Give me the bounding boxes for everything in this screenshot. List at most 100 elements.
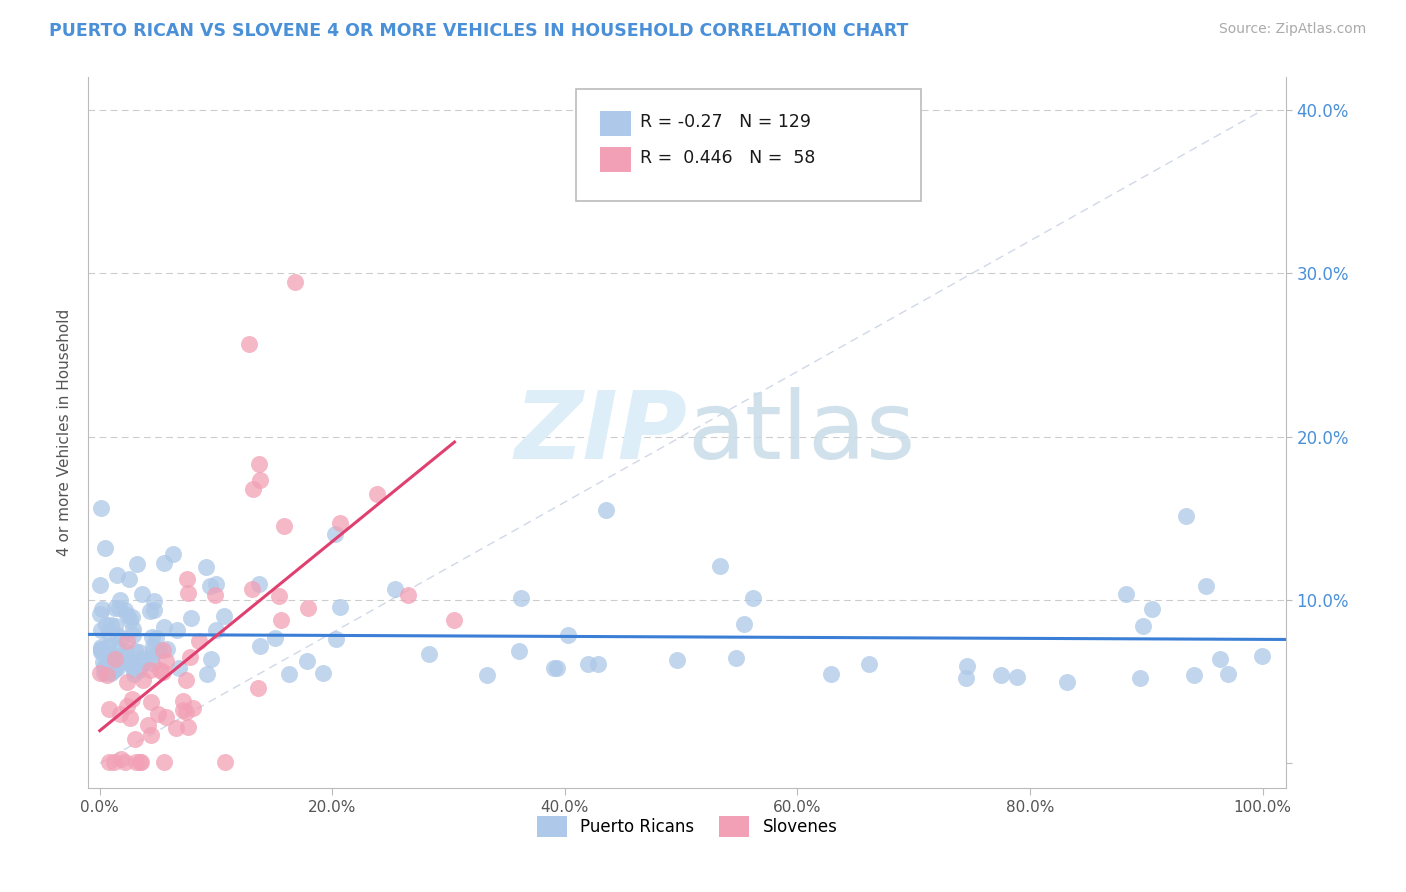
Point <box>955 671 977 685</box>
Point <box>96 658 118 673</box>
Point <box>108 593 131 607</box>
Point <box>103 653 125 667</box>
Point <box>141 651 163 665</box>
Text: R = -0.27   N = 129: R = -0.27 N = 129 <box>640 113 811 131</box>
Point <box>247 681 270 695</box>
Point <box>96 667 118 681</box>
Point <box>118 656 141 670</box>
Point <box>104 651 127 665</box>
Point <box>162 547 184 561</box>
Point <box>418 648 440 662</box>
Point <box>176 720 198 734</box>
Point <box>131 657 153 672</box>
Point <box>139 728 162 742</box>
Point <box>329 599 352 614</box>
Point <box>100 618 122 632</box>
Point <box>91 655 114 669</box>
Point <box>742 591 765 606</box>
Point <box>1115 587 1137 601</box>
Point <box>325 632 347 647</box>
Point <box>1195 579 1218 593</box>
Point <box>110 752 132 766</box>
Point <box>96 657 118 671</box>
Text: PUERTO RICAN VS SLOVENE 4 OR MORE VEHICLES IN HOUSEHOLD CORRELATION CHART: PUERTO RICAN VS SLOVENE 4 OR MORE VEHICL… <box>49 22 908 40</box>
Point <box>172 703 194 717</box>
Point <box>278 667 301 681</box>
Point <box>121 622 143 636</box>
Point <box>238 336 260 351</box>
Point <box>121 610 143 624</box>
Point <box>97 641 120 656</box>
Text: ZIP: ZIP <box>515 386 688 479</box>
Point <box>114 602 136 616</box>
Point <box>141 656 163 670</box>
Point <box>104 600 127 615</box>
Point <box>93 660 115 674</box>
Point <box>131 587 153 601</box>
Point <box>177 586 200 600</box>
Point <box>128 663 150 677</box>
Point <box>97 639 120 653</box>
Point <box>247 577 270 591</box>
Point <box>181 701 204 715</box>
Point <box>546 661 568 675</box>
Point <box>180 611 202 625</box>
Point <box>153 755 176 769</box>
Point <box>176 572 198 586</box>
Point <box>110 648 132 663</box>
Point <box>115 674 138 689</box>
Point <box>297 601 319 615</box>
Point <box>142 639 165 653</box>
Point <box>165 721 187 735</box>
Point <box>114 755 136 769</box>
Point <box>733 617 755 632</box>
Point <box>323 527 346 541</box>
Point <box>103 755 125 769</box>
Point <box>366 487 388 501</box>
Point <box>1007 670 1029 684</box>
Point <box>240 582 263 596</box>
Point <box>214 755 236 769</box>
Point <box>89 665 111 680</box>
Point <box>127 558 149 572</box>
Point <box>100 650 122 665</box>
Point <box>384 582 406 596</box>
Point <box>172 694 194 708</box>
Point <box>179 649 201 664</box>
Point <box>118 711 141 725</box>
Point <box>273 519 295 533</box>
Point <box>90 641 112 656</box>
Point <box>152 665 174 679</box>
Point <box>139 663 162 677</box>
Point <box>122 666 145 681</box>
Text: R =  0.446   N =  58: R = 0.446 N = 58 <box>640 149 815 167</box>
Point <box>1129 671 1152 685</box>
Point <box>90 645 112 659</box>
Text: Source: ZipAtlas.com: Source: ZipAtlas.com <box>1219 22 1367 37</box>
Point <box>508 644 530 658</box>
Point <box>105 568 128 582</box>
Point <box>93 541 115 555</box>
Point <box>269 589 291 603</box>
Point <box>510 591 533 606</box>
Point <box>139 695 162 709</box>
Point <box>284 275 307 289</box>
Point <box>155 710 177 724</box>
Point <box>195 666 218 681</box>
Point <box>124 732 146 747</box>
Point <box>118 572 141 586</box>
Point <box>725 651 748 665</box>
Point <box>97 626 120 640</box>
Point <box>89 607 111 622</box>
Point <box>132 673 155 687</box>
Point <box>142 644 165 658</box>
Point <box>295 654 318 668</box>
Point <box>588 657 610 671</box>
Point <box>114 644 136 658</box>
Point <box>105 627 128 641</box>
Point <box>124 644 146 658</box>
Point <box>443 613 465 627</box>
Point <box>153 556 176 570</box>
Point <box>249 474 271 488</box>
Point <box>115 633 138 648</box>
